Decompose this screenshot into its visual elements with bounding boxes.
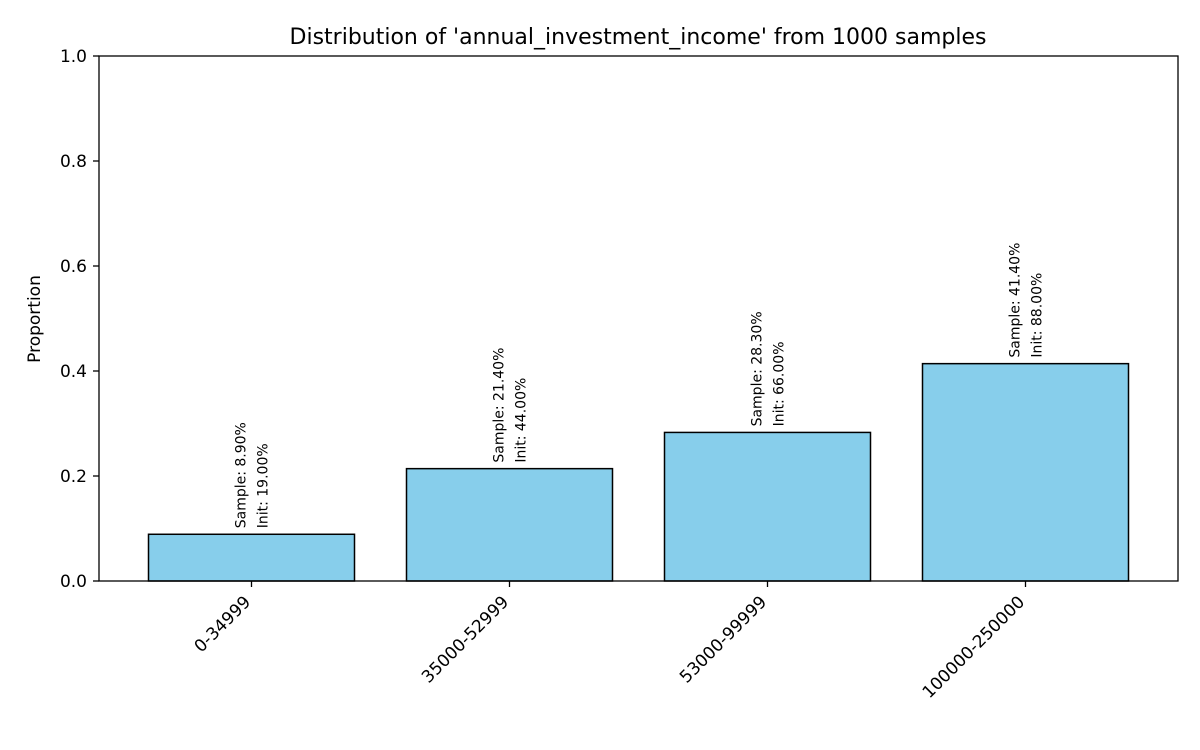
y-tick-label: 1.0 [60, 47, 87, 67]
bar-35000-52999 [405, 467, 614, 582]
x-tick-label: 100000-250000 [919, 592, 1029, 702]
bar-value-label: Sample: 28.30% [750, 311, 766, 426]
bar-value-label: Init: 66.00% [772, 341, 788, 426]
bar-value-label: Sample: 8.90% [234, 422, 250, 528]
y-tick-label: 0.6 [60, 257, 87, 277]
bar-53000-99999 [663, 431, 872, 582]
bar-0-34999 [147, 533, 356, 582]
plot-area: 0.0 0.2 0.4 0.6 0.8 1.0 0-34999 Sample: 8.90% In… [60, 47, 1130, 703]
bar-100000-250000 [921, 362, 1130, 582]
y-tick-label: 0.4 [60, 362, 87, 382]
bar-value-label: Sample: 21.40% [492, 348, 508, 463]
bar-value-label: Init: 88.00% [1030, 273, 1046, 358]
x-tick-label: 0-34999 [191, 592, 255, 656]
y-tick-label: 0.2 [60, 467, 87, 487]
bar-value-label: Init: 19.00% [256, 443, 272, 528]
y-tick-label: 0.0 [60, 572, 87, 592]
y-tick-label: 0.8 [60, 152, 87, 172]
axes-frame [98, 55, 1179, 582]
chart-title: Distribution of 'annual_investment_incom… [290, 25, 987, 50]
x-tick-label: 35000-52999 [418, 592, 513, 687]
bar-value-label: Init: 44.00% [514, 378, 530, 463]
x-tick-label: 53000-99999 [676, 592, 771, 687]
y-axis-label: Proportion [25, 275, 45, 363]
bar-value-label: Sample: 41.40% [1008, 243, 1024, 358]
